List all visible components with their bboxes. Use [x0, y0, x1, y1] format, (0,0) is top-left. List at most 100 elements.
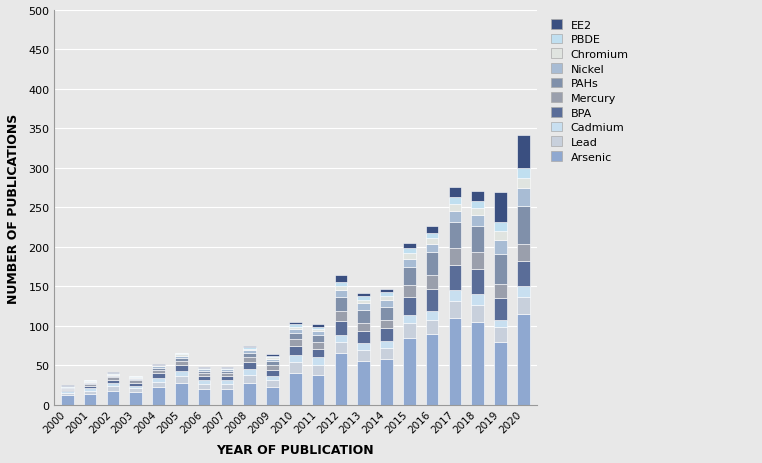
Bar — [107, 376, 119, 377]
Bar — [107, 383, 119, 386]
Bar — [335, 290, 347, 297]
Bar — [517, 206, 530, 244]
Bar — [289, 355, 302, 363]
Bar — [175, 383, 187, 405]
Bar — [198, 384, 210, 389]
Bar — [312, 329, 325, 332]
Bar — [426, 320, 438, 334]
Bar — [403, 285, 415, 298]
Bar — [495, 342, 507, 405]
Bar — [403, 244, 415, 249]
Bar — [426, 289, 438, 311]
Bar — [107, 377, 119, 380]
Bar — [61, 385, 73, 386]
Bar — [61, 390, 73, 392]
Bar — [380, 320, 392, 329]
Bar — [426, 238, 438, 244]
Bar — [312, 349, 325, 358]
Bar — [495, 223, 507, 232]
Bar — [335, 336, 347, 343]
Bar — [335, 354, 347, 405]
Bar — [107, 386, 119, 391]
Bar — [84, 380, 96, 381]
Bar — [84, 383, 96, 384]
Bar — [243, 349, 256, 350]
Bar — [357, 362, 370, 405]
Bar — [107, 374, 119, 375]
Bar — [266, 358, 279, 359]
Bar — [221, 368, 233, 369]
Bar — [107, 391, 119, 405]
Bar — [472, 305, 484, 322]
Bar — [61, 395, 73, 405]
Bar — [495, 255, 507, 284]
Bar — [175, 366, 187, 371]
Bar — [84, 381, 96, 382]
Bar — [472, 252, 484, 269]
Bar — [312, 342, 325, 349]
Bar — [449, 291, 461, 301]
Bar — [312, 365, 325, 375]
Bar — [266, 366, 279, 370]
Bar — [449, 265, 461, 291]
X-axis label: YEAR OF PUBLICATION: YEAR OF PUBLICATION — [216, 443, 374, 456]
Bar — [84, 386, 96, 388]
Bar — [335, 275, 347, 282]
Bar — [517, 244, 530, 262]
Bar — [403, 324, 415, 338]
Bar — [107, 373, 119, 374]
Bar — [335, 286, 347, 290]
Bar — [449, 205, 461, 212]
Bar — [152, 364, 165, 365]
Bar — [243, 350, 256, 353]
Bar — [266, 362, 279, 366]
Bar — [130, 377, 142, 378]
Bar — [221, 384, 233, 389]
Bar — [357, 350, 370, 362]
Bar — [266, 356, 279, 358]
Bar — [175, 355, 187, 356]
Bar — [266, 359, 279, 362]
Bar — [84, 382, 96, 383]
Bar — [449, 248, 461, 265]
Bar — [357, 310, 370, 323]
Bar — [175, 358, 187, 362]
Bar — [403, 315, 415, 324]
Bar — [289, 339, 302, 347]
Bar — [403, 268, 415, 285]
Bar — [198, 374, 210, 376]
Bar — [243, 363, 256, 369]
Bar — [152, 374, 165, 378]
Bar — [130, 376, 142, 377]
Bar — [495, 240, 507, 255]
Bar — [198, 367, 210, 368]
Bar — [517, 297, 530, 314]
Bar — [266, 370, 279, 376]
Bar — [403, 298, 415, 315]
Bar — [198, 376, 210, 381]
Bar — [61, 389, 73, 390]
Bar — [289, 333, 302, 339]
Bar — [517, 287, 530, 297]
Bar — [152, 378, 165, 382]
Bar — [266, 376, 279, 381]
Bar — [289, 363, 302, 374]
Bar — [243, 346, 256, 347]
Bar — [426, 275, 438, 289]
Bar — [61, 387, 73, 388]
Bar — [335, 343, 347, 354]
Bar — [130, 386, 142, 388]
Bar — [380, 348, 392, 359]
Bar — [130, 388, 142, 392]
Bar — [243, 357, 256, 363]
Bar — [495, 284, 507, 299]
Bar — [426, 244, 438, 253]
Bar — [61, 386, 73, 387]
Bar — [357, 344, 370, 350]
Bar — [61, 388, 73, 389]
Bar — [449, 198, 461, 205]
Bar — [312, 325, 325, 327]
Bar — [426, 334, 438, 405]
Bar — [84, 394, 96, 405]
Bar — [243, 369, 256, 375]
